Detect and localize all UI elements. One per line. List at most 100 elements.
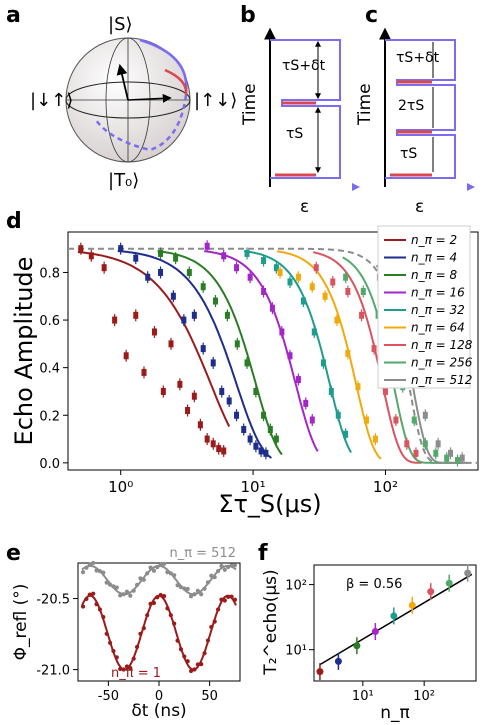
bloch-label-bottom: |T₀⟩: [108, 170, 139, 191]
x-tick-label-f: 10²: [413, 689, 435, 704]
tau-label-bottom-c: τS: [400, 146, 417, 162]
tau-label-top-b: τS+δt: [282, 58, 326, 74]
data-point-n4: [241, 426, 247, 434]
data-point-n2: [216, 445, 222, 453]
data-point-n4: [200, 345, 206, 353]
data-point-f-n32: [390, 612, 398, 620]
data-point-n8: [234, 340, 240, 348]
trajectory-upper: [139, 38, 188, 93]
plot-frame-f: [313, 564, 477, 682]
phase-chart: Φ_refl (°) δt (ns) -50 0 50 -21.0 -20.5 n_π …: [11, 546, 241, 721]
data-point-n256: [433, 449, 439, 457]
trajectory-dashed: [94, 94, 188, 152]
legend-label-n32: n_π = 32: [411, 303, 465, 317]
data-point-e-n2: [118, 666, 123, 672]
data-point-e-n2: [158, 592, 163, 598]
data-point-e-n512: [101, 570, 106, 575]
data-point-n32: [244, 249, 250, 257]
data-point-e-n2: [199, 662, 204, 667]
fit-curve-n2: [77, 251, 231, 427]
x-axis-label-d: Στ_S(μs): [218, 490, 321, 518]
fit-curve-n8: [157, 250, 283, 456]
data-point-e-n512: [84, 565, 89, 570]
data-point-n4: [247, 435, 253, 443]
data-point-n16: [279, 328, 285, 336]
data-point-e-n2: [188, 668, 194, 674]
trajectory-red: [164, 68, 188, 96]
data-point-n4: [181, 316, 187, 324]
x-axis-label-e: δt (ns): [131, 701, 186, 721]
data-point-e-n2: [114, 655, 119, 660]
y-tick-label-d: 0.8: [39, 266, 60, 281]
data-point-n4: [234, 411, 240, 419]
panel-label-b: b: [240, 3, 256, 28]
panel-label-c: c: [365, 3, 378, 28]
data-point-n32: [261, 257, 267, 265]
data-point-n256: [411, 416, 417, 424]
data-point-n4: [133, 254, 139, 262]
data-point-n8: [186, 268, 192, 276]
data-point-n2: [78, 245, 84, 253]
data-point-n4: [258, 447, 264, 455]
legend-label-n2: n_π = 2: [411, 233, 457, 247]
data-point-e-n2: [91, 591, 96, 596]
plot-frame-d: [67, 231, 479, 471]
data-point-e-n512: [131, 588, 136, 593]
data-point-n8: [224, 311, 230, 319]
data-point-n16: [269, 304, 275, 312]
data-point-e-n2: [165, 606, 170, 611]
data-point-n256: [343, 273, 349, 281]
data-point-n4: [118, 245, 124, 253]
data-point-n8: [267, 426, 273, 434]
data-point-n2: [168, 340, 174, 348]
data-point-n2: [221, 447, 227, 455]
legend-box: [377, 225, 471, 389]
data-point-n8: [244, 359, 250, 367]
data-point-e-n2: [138, 631, 143, 636]
data-point-e-n2: [178, 647, 184, 652]
epsilon-arrowhead-c: [467, 183, 475, 191]
x-axis-label-f: n_π: [380, 703, 410, 723]
data-point-n64: [364, 416, 370, 424]
data-point-n2: [204, 435, 210, 443]
data-point-e-n2: [87, 592, 92, 597]
data-point-n128: [404, 440, 410, 448]
data-point-e-n2: [101, 614, 106, 620]
data-point-e-n2: [215, 607, 221, 612]
y-tick-label-d: 0.6: [39, 314, 60, 329]
data-point-e-n2: [222, 598, 227, 603]
ref-vector: [127, 93, 172, 103]
data-point-n16: [247, 273, 253, 281]
data-point-n256: [454, 456, 460, 464]
data-point-n16: [261, 288, 267, 295]
data-point-n128: [382, 387, 388, 395]
data-point-e-n512: [219, 563, 224, 569]
data-point-n8: [273, 435, 279, 443]
data-point-n512: [422, 411, 428, 419]
data-point-e-n512: [91, 560, 96, 566]
data-point-e-n512: [202, 586, 207, 591]
fit-curve-n64: [276, 250, 382, 460]
series-label-e-512: n_π = 512: [169, 546, 236, 561]
data-point-n32: [335, 411, 341, 419]
data-point-n16: [309, 416, 315, 424]
data-point-n4: [263, 449, 269, 457]
tau-label-mid-c: 2τS: [398, 98, 424, 114]
data-point-e-n2: [141, 626, 146, 631]
data-point-e-n2: [134, 644, 140, 650]
data-point-n128: [330, 278, 336, 286]
data-point-e-n512: [161, 561, 167, 567]
data-point-e-n512: [107, 582, 113, 587]
data-point-n16: [303, 399, 309, 407]
data-point-e-n512: [114, 585, 119, 590]
data-point-e-n512: [178, 585, 184, 590]
data-point-e-n2: [97, 607, 103, 612]
data-point-n512: [448, 449, 454, 457]
data-point-e-n2: [226, 594, 231, 599]
data-point-n64: [295, 273, 301, 281]
data-point-n4: [170, 292, 176, 300]
legend-label-n256: n_π = 256: [411, 356, 473, 370]
envelope-dashed-curve: [68, 247, 478, 464]
time-label-b: Time: [240, 83, 260, 126]
data-point-f-n2: [316, 668, 324, 676]
